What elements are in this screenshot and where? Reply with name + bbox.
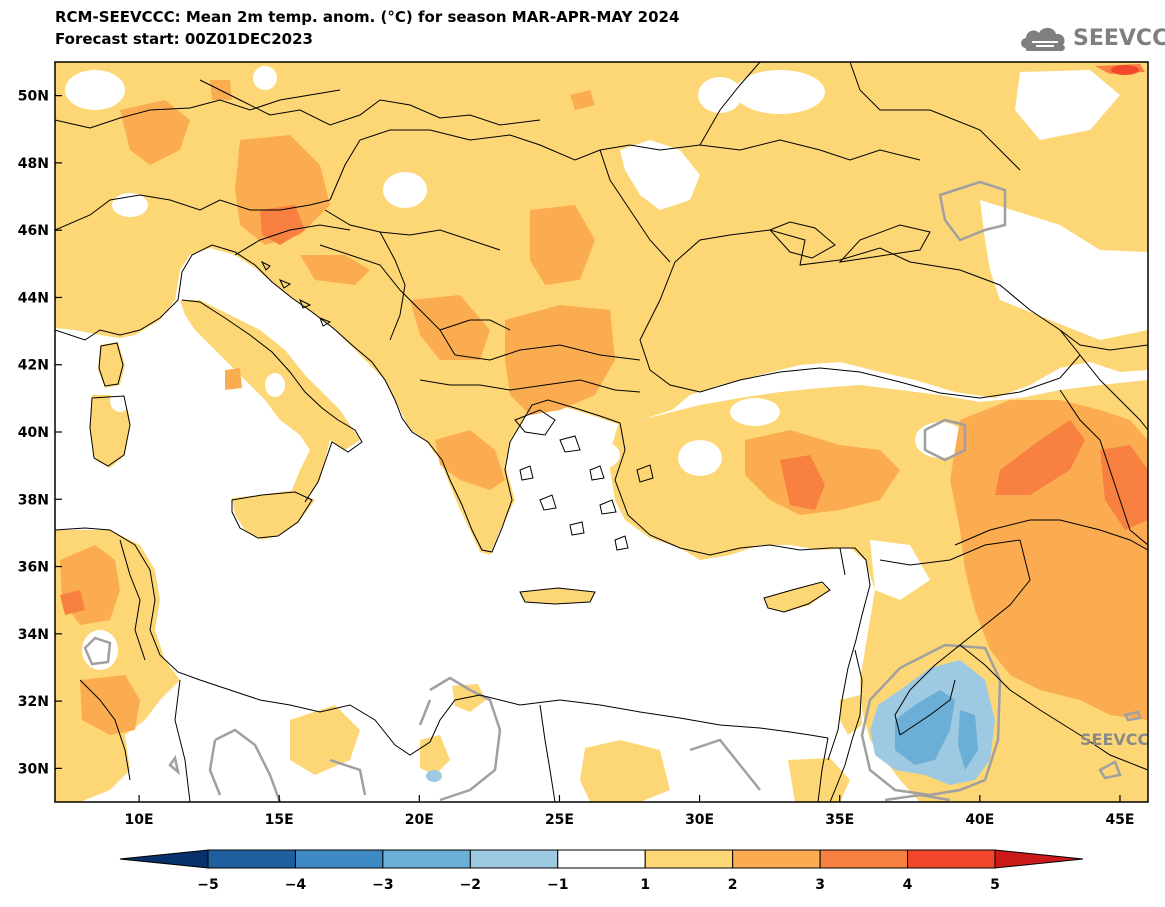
colorbar-bin [732, 849, 821, 869]
colorbar-level-label: −3 [372, 877, 393, 893]
lat-tick-label: 42N [18, 358, 49, 374]
colorbar-level-label: −1 [547, 877, 568, 893]
map-title: RCM-SEEVCCC: Mean 2m temp. anom. (°C) fo… [55, 8, 680, 26]
lat-tick-label: 40N [18, 425, 49, 441]
colorbar-bin [382, 849, 471, 869]
colorbar-min-triangle [119, 849, 209, 869]
colorbar-bin [294, 849, 384, 869]
colorbar-level-label: 5 [990, 877, 1000, 893]
colorbar-level-label: 4 [903, 877, 913, 893]
zero-contours [83, 180, 1142, 802]
lon-tick-label: 20E [405, 812, 434, 828]
colorbar-level-label: −4 [285, 877, 307, 893]
lat-tick-label: 34N [18, 627, 49, 643]
colorbar-bin [207, 849, 296, 869]
seevccc-logo: SEEVCCC [1018, 22, 1165, 56]
cold-anomaly [426, 660, 995, 785]
coastlines-and-borders [55, 62, 1148, 802]
lat-tick-label: 50N [18, 89, 49, 105]
lat-tick-label: 30N [18, 761, 49, 777]
colorbar-bin [907, 849, 996, 869]
colorbar-bin [644, 849, 734, 869]
colorbar-max-triangle [994, 849, 1084, 869]
warm-anomaly-3-4 [60, 64, 1148, 615]
longitude-axis: 10E 15E 20E 25E 30E 35E 40E 45E [125, 795, 1134, 828]
lat-tick-label: 32N [18, 694, 49, 710]
hot-spot [1111, 65, 1139, 75]
colorbar: −5 −4 −3 −2 −1 1 2 3 4 5 [119, 849, 1084, 893]
lat-tick-label: 36N [18, 560, 49, 576]
lon-tick-label: 45E [1105, 812, 1134, 828]
lon-tick-label: 40E [965, 812, 994, 828]
lat-tick-label: 38N [18, 492, 49, 508]
neutral-anomaly-holes [65, 66, 1148, 670]
warm-anomaly-2-3 [60, 80, 1148, 735]
lon-tick-label: 35E [825, 812, 854, 828]
forecast-start-label: Forecast start: 00Z01DEC2023 [55, 30, 313, 48]
colorbar-bin [557, 849, 646, 869]
lon-tick-label: 25E [545, 812, 574, 828]
lon-tick-label: 15E [265, 812, 294, 828]
watermark-text: SEEVCCC [1080, 730, 1161, 749]
lat-tick-label: 48N [18, 156, 49, 172]
colorbar-level-label: −5 [197, 877, 218, 893]
latitude-axis: 50N 48N 46N 44N 42N 40N 38N 36N 34N 32N 30N [18, 89, 62, 777]
lon-tick-label: 30E [685, 812, 714, 828]
colorbar-bin [819, 849, 909, 869]
logo-text: SEEVCCC [1073, 26, 1165, 51]
lat-tick-label: 44N [18, 290, 49, 306]
colorbar-level-label: 2 [728, 877, 738, 893]
lat-tick-label: 46N [18, 223, 49, 239]
cloud-icon [1021, 27, 1065, 52]
colorbar-bin [469, 849, 559, 869]
colorbar-level-label: −2 [460, 877, 481, 893]
lon-tick-label: 10E [125, 812, 154, 828]
colorbar-level-label: 3 [815, 877, 825, 893]
colorbar-level-label: 1 [640, 877, 650, 893]
